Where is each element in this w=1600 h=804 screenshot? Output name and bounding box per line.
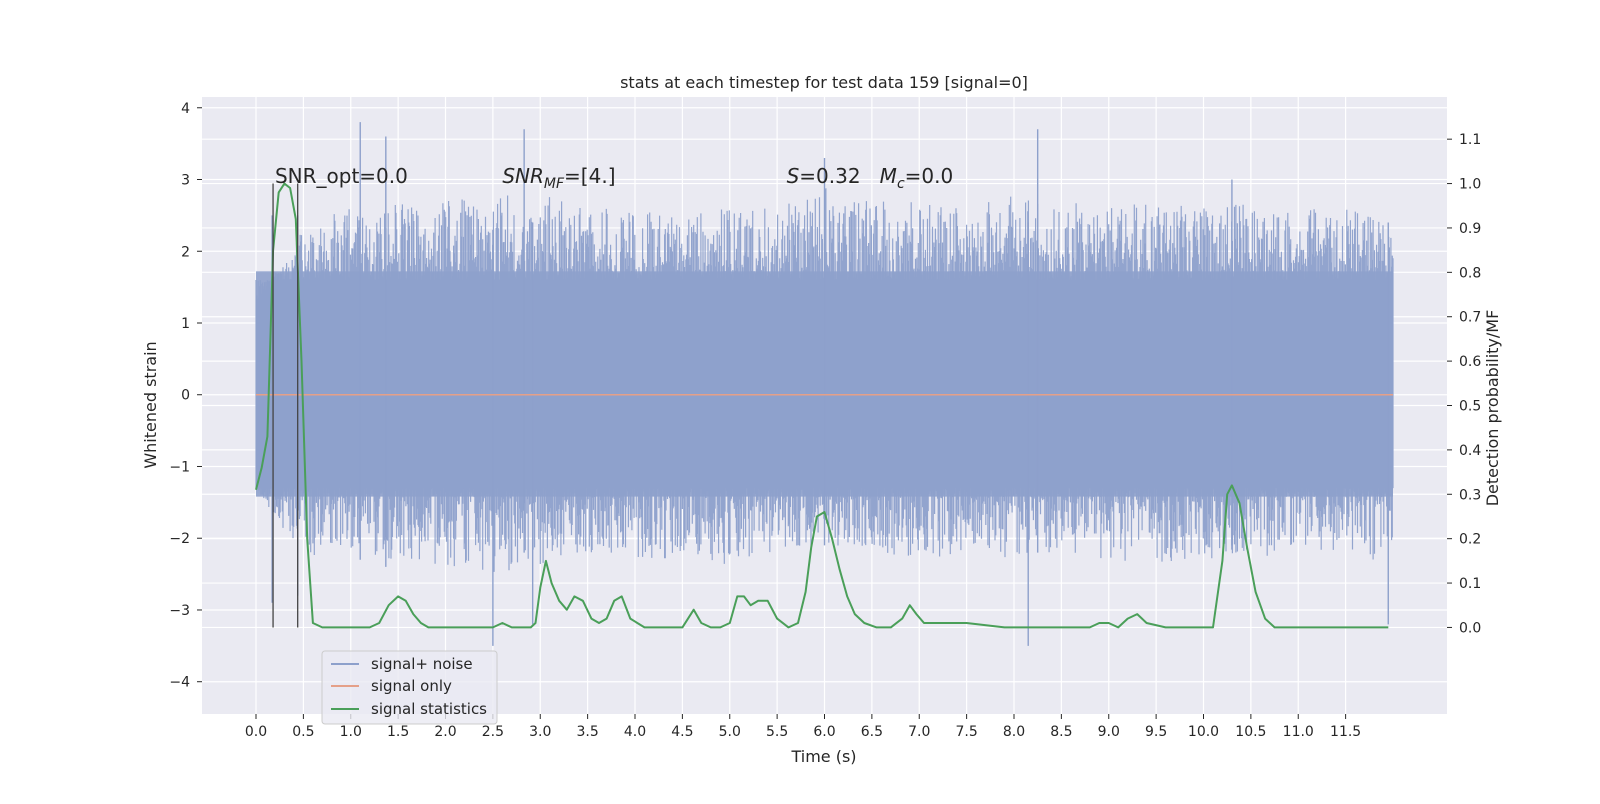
legend-label-signal-noise: signal+ noise [371, 655, 473, 673]
x-tick-label: 9.5 [1145, 724, 1167, 740]
x-tick-label: 5.5 [766, 724, 788, 740]
x-tick-label: 10.0 [1188, 724, 1219, 740]
x-tick-label: 11.0 [1283, 724, 1314, 740]
y-tick-label: 0 [181, 388, 190, 404]
y2-tick-label: 0.5 [1459, 399, 1481, 415]
x-tick-label: 9.0 [1098, 724, 1120, 740]
x-tick-label: 7.5 [955, 724, 977, 740]
y2-tick-label: 0.3 [1459, 487, 1481, 503]
x-tick-label: 3.0 [529, 724, 551, 740]
y-tick-label: −2 [169, 531, 190, 547]
x-tick-label: 0.5 [292, 724, 314, 740]
y2-tick-label: 1.0 [1459, 177, 1481, 193]
y-tick-label: −1 [169, 459, 190, 475]
legend-box [321, 650, 498, 725]
x-tick-label: 6.0 [813, 724, 835, 740]
y2-axis-label: Detection probability/MF [1483, 310, 1502, 507]
x-tick-label: 7.0 [908, 724, 930, 740]
y2-axis-ticks: 0.0 0.1 0.2 0.3 0.4 0.5 0.6 0.7 0.8 0.9 1.0 1.1 [1447, 132, 1481, 636]
y-tick-label: −4 [169, 675, 190, 691]
y-tick-label: 1 [181, 316, 190, 332]
y2-tick-label: 0.9 [1459, 221, 1481, 237]
x-tick-label: 2.5 [482, 724, 504, 740]
signal-noise-series [255, 122, 1394, 646]
x-axis-label: Time (s) [790, 747, 856, 766]
y2-tick-label: 0.0 [1459, 620, 1481, 636]
y2-tick-label: 0.4 [1459, 443, 1481, 459]
x-tick-label: 6.5 [861, 724, 883, 740]
legend-label-signal-only: signal only [371, 677, 452, 695]
legend-label-signal-statistics: signal statistics [371, 700, 487, 718]
vertical-markers [272, 183, 299, 628]
x-tick-label: 2.0 [434, 724, 456, 740]
signal-statistics-line [255, 182, 1389, 629]
annotation-s-mc: S=0.32 Mc=0.0 [787, 164, 954, 192]
y2-tick-label: 0.2 [1459, 532, 1481, 548]
y2-tick-label: 0.8 [1459, 265, 1481, 281]
x-tick-label: 0.0 [245, 724, 267, 740]
x-tick-label: 3.5 [576, 724, 598, 740]
x-tick-label: 8.0 [1003, 724, 1025, 740]
legend: signal+ noise signal only signal statist… [321, 650, 498, 725]
annotation-snr-mf: SNRMF=[4.] [502, 164, 615, 192]
x-tick-label: 5.0 [719, 724, 741, 740]
annotation-snr-opt: SNR_opt=0.0 [275, 164, 408, 188]
y2-tick-label: 0.1 [1459, 576, 1481, 592]
x-tick-label: 4.5 [671, 724, 693, 740]
chart-title: stats at each timestep for test data 159… [620, 73, 1028, 92]
annotations: SNR_opt=0.0 SNRMF=[4.] S=0.32 Mc=0.0 [275, 164, 953, 192]
y2-tick-label: 0.7 [1459, 310, 1481, 326]
x-tick-label: 1.0 [340, 724, 362, 740]
y2-tick-label: 1.1 [1459, 132, 1481, 148]
y-tick-label: 2 [181, 244, 190, 260]
x-tick-label: 4.0 [624, 724, 646, 740]
x-tick-label: 11.5 [1330, 724, 1361, 740]
y-axis-label: Whitened strain [141, 341, 160, 468]
x-tick-label: 8.5 [1050, 724, 1072, 740]
y-axis-ticks: −4 −3 −2 −1 0 1 2 3 4 [169, 101, 202, 691]
y-tick-label: −3 [169, 603, 190, 619]
y2-tick-label: 0.6 [1459, 354, 1481, 370]
y-tick-label: 4 [181, 101, 190, 117]
noise-trace [255, 188, 1394, 572]
signal-statistics-series [255, 182, 1389, 629]
x-tick-label: 10.5 [1235, 724, 1266, 740]
plot-area [255, 122, 1394, 646]
y-tick-label: 3 [181, 173, 190, 189]
x-tick-label: 1.5 [387, 724, 409, 740]
x-axis-ticks: 0.0 0.5 1.0 1.5 2.0 2.5 3.0 3.5 4.0 4.5 5.0 5.5 6.0 6… [245, 714, 1361, 740]
